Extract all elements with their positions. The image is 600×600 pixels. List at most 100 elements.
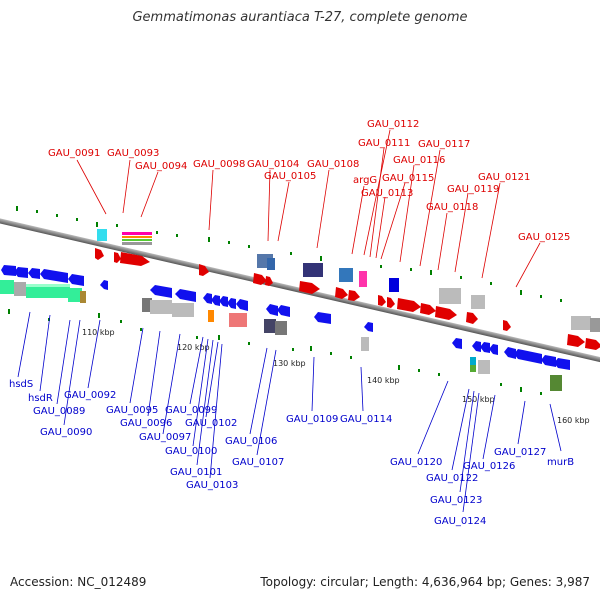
gene-forward[interactable] <box>114 252 121 263</box>
gene-label-gau-0091[interactable]: GAU_0091 <box>48 148 100 159</box>
gene-reverse[interactable] <box>480 342 490 353</box>
gene-feature[interactable] <box>142 298 152 312</box>
gene-label-gau-0094[interactable]: GAU_0094 <box>135 161 187 172</box>
gene-label-gau-0096[interactable]: GAU_0096 <box>120 418 172 429</box>
gene-label-gau-0120[interactable]: GAU_0120 <box>390 457 442 468</box>
gene-reverse[interactable] <box>219 296 228 307</box>
gene-reverse[interactable] <box>504 347 516 359</box>
gene-forward[interactable] <box>265 276 273 286</box>
gene-feature[interactable] <box>471 295 485 309</box>
gene-label-gau-0121[interactable]: GAU_0121 <box>478 172 530 183</box>
gene-label-gau-0107[interactable]: GAU_0107 <box>232 457 284 468</box>
gene-feature[interactable] <box>264 319 276 333</box>
gene-forward[interactable] <box>387 297 395 308</box>
gene-forward[interactable] <box>199 264 209 276</box>
gene-label-gau-0111[interactable]: GAU_0111 <box>358 138 410 149</box>
gene-label-gau-0092[interactable]: GAU_0092 <box>64 390 116 401</box>
gene-feature[interactable] <box>172 303 194 317</box>
gene-feature[interactable] <box>26 284 70 298</box>
gene-label-gau-0119[interactable]: GAU_0119 <box>447 184 499 195</box>
gene-label-gau-0114[interactable]: GAU_0114 <box>340 414 392 425</box>
gene-feature[interactable] <box>303 263 323 277</box>
gene-label-hsdr[interactable]: hsdR <box>28 393 53 404</box>
gene-label-gau-0116[interactable]: GAU_0116 <box>393 155 445 166</box>
gene-label-gau-0099[interactable]: GAU_0099 <box>165 405 217 416</box>
gene-label-argg[interactable]: argG <box>353 175 377 186</box>
gene-label-gau-0118[interactable]: GAU_0118 <box>426 202 478 213</box>
gene-feature[interactable] <box>97 229 107 241</box>
gene-label-murb[interactable]: murB <box>547 457 574 468</box>
gene-label-gau-0113[interactable]: GAU_0113 <box>361 188 413 199</box>
gene-reverse[interactable] <box>28 268 40 279</box>
gene-label-gau-0098[interactable]: GAU_0098 <box>193 159 245 170</box>
gene-label-gau-0105[interactable]: GAU_0105 <box>264 171 316 182</box>
gene-reverse[interactable] <box>227 298 236 309</box>
gene-forward[interactable] <box>585 338 600 350</box>
gene-feature[interactable] <box>550 375 562 391</box>
gene-feature[interactable] <box>150 300 172 314</box>
gene-forward[interactable] <box>348 290 360 301</box>
gene-label-gau-0117[interactable]: GAU_0117 <box>418 139 470 150</box>
gene-forward[interactable] <box>466 312 478 324</box>
gene-label-gau-0112[interactable]: GAU_0112 <box>367 119 419 130</box>
gene-reverse[interactable] <box>14 267 28 278</box>
gene-feature[interactable] <box>208 310 214 322</box>
gene-reverse[interactable] <box>68 274 84 286</box>
gene-label-hsds[interactable]: hsdS <box>9 379 33 390</box>
gene-label-gau-0093[interactable]: GAU_0093 <box>107 148 159 159</box>
gene-forward[interactable] <box>378 295 386 306</box>
gene-feature[interactable] <box>389 278 399 292</box>
gene-reverse[interactable] <box>211 295 220 306</box>
gene-feature[interactable] <box>339 268 353 282</box>
gene-feature[interactable] <box>361 337 369 351</box>
gene-forward[interactable] <box>95 248 104 260</box>
gene-forward[interactable] <box>335 287 348 299</box>
gene-forward[interactable] <box>120 252 150 266</box>
gene-reverse[interactable] <box>489 344 498 355</box>
gene-reverse[interactable] <box>266 304 278 316</box>
gene-feature[interactable] <box>470 357 476 365</box>
gene-feature[interactable] <box>571 316 591 330</box>
gene-forward[interactable] <box>420 303 436 315</box>
gene-reverse[interactable] <box>203 293 212 304</box>
gene-label-gau-0106[interactable]: GAU_0106 <box>225 436 277 447</box>
gene-label-gau-0122[interactable]: GAU_0122 <box>426 473 478 484</box>
gene-label-gau-0102[interactable]: GAU_0102 <box>185 418 237 429</box>
gene-label-gau-0127[interactable]: GAU_0127 <box>494 447 546 458</box>
gene-reverse[interactable] <box>40 269 68 283</box>
gene-forward[interactable] <box>435 306 457 320</box>
gene-reverse[interactable] <box>514 349 542 364</box>
gene-forward[interactable] <box>253 273 267 285</box>
gene-label-gau-0095[interactable]: GAU_0095 <box>106 405 158 416</box>
gene-forward[interactable] <box>567 334 585 347</box>
gene-reverse[interactable] <box>236 299 248 311</box>
gene-reverse[interactable] <box>541 355 556 367</box>
gene-feature[interactable] <box>439 288 461 304</box>
gene-label-gau-0101[interactable]: GAU_0101 <box>170 467 222 478</box>
gene-reverse[interactable] <box>364 322 373 332</box>
gene-label-gau-0123[interactable]: GAU_0123 <box>430 495 482 506</box>
gene-feature[interactable] <box>359 271 367 287</box>
gene-feature[interactable] <box>229 313 247 327</box>
gene-reverse[interactable] <box>100 280 108 290</box>
gene-reverse[interactable] <box>277 305 290 317</box>
gene-reverse[interactable] <box>150 285 172 298</box>
gene-label-gau-0100[interactable]: GAU_0100 <box>165 446 217 457</box>
gene-reverse[interactable] <box>314 312 331 324</box>
gene-label-gau-0104[interactable]: GAU_0104 <box>247 159 299 170</box>
gene-forward[interactable] <box>503 320 511 331</box>
gene-label-gau-0089[interactable]: GAU_0089 <box>33 406 85 417</box>
gene-label-gau-0115[interactable]: GAU_0115 <box>382 173 434 184</box>
gene-forward[interactable] <box>397 298 421 312</box>
gene-reverse[interactable] <box>175 289 196 302</box>
gene-label-gau-0090[interactable]: GAU_0090 <box>40 427 92 438</box>
gene-label-gau-0126[interactable]: GAU_0126 <box>463 461 515 472</box>
gene-label-gau-0097[interactable]: GAU_0097 <box>139 432 191 443</box>
gene-label-gau-0108[interactable]: GAU_0108 <box>307 159 359 170</box>
gene-reverse[interactable] <box>1 265 16 276</box>
gene-label-gau-0103[interactable]: GAU_0103 <box>186 480 238 491</box>
gene-feature[interactable] <box>478 360 490 374</box>
gene-forward[interactable] <box>299 281 320 294</box>
gene-reverse[interactable] <box>452 338 462 349</box>
gene-label-gau-0124[interactable]: GAU_0124 <box>434 516 486 527</box>
